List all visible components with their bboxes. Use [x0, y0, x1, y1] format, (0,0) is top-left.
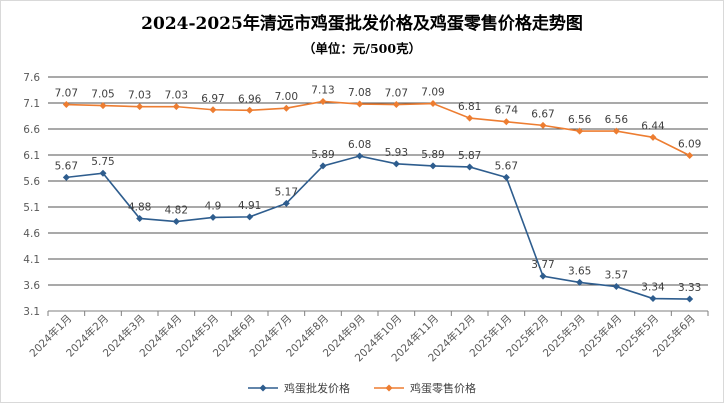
data-point [62, 101, 70, 109]
data-point [356, 152, 364, 160]
data-label: 6.44 [641, 120, 665, 132]
data-point [429, 162, 437, 170]
data-point [282, 199, 290, 207]
chart-subtitle: （单位：元/500克） [302, 41, 422, 56]
data-point [502, 173, 510, 181]
y-tick-label: 5.1 [23, 202, 40, 214]
data-label: 5.89 [311, 149, 334, 161]
data-label: 6.81 [458, 101, 481, 113]
data-label: 6.09 [678, 139, 701, 151]
data-point [612, 283, 620, 291]
data-point [686, 152, 694, 160]
legend-swatch-retail [374, 384, 404, 392]
data-label: 7.03 [128, 90, 151, 102]
data-label: 4.91 [238, 200, 261, 212]
data-point [686, 295, 694, 303]
data-point [649, 133, 657, 141]
data-point [576, 127, 584, 135]
data-point [99, 169, 107, 177]
data-label: 7.13 [311, 84, 334, 96]
chart-title: 2024-2025年清远市鸡蛋批发价格及鸡蛋零售价格走势图 [141, 14, 583, 34]
data-point [99, 102, 107, 110]
legend: 鸡蛋批发价格 鸡蛋零售价格 [0, 380, 724, 396]
data-point [136, 214, 144, 222]
data-point [539, 121, 547, 129]
y-tick-label: 6.1 [23, 150, 40, 162]
y-tick-label: 4.1 [23, 254, 40, 266]
data-point [612, 127, 620, 135]
data-label: 5.89 [421, 149, 444, 161]
data-label: 4.9 [205, 200, 222, 212]
data-point [576, 278, 584, 286]
data-point [392, 101, 400, 109]
y-tick-label: 6.6 [23, 124, 40, 136]
data-label: 5.87 [458, 150, 481, 162]
data-label: 5.67 [495, 160, 518, 172]
data-label: 6.97 [201, 93, 224, 105]
y-tick-label: 5.6 [23, 176, 40, 188]
data-label: 3.34 [641, 282, 665, 294]
data-label: 6.67 [531, 108, 554, 120]
data-point [136, 103, 144, 111]
legend-item-retail: 鸡蛋零售价格 [374, 380, 476, 396]
data-label: 5.67 [55, 160, 78, 172]
data-label: 3.77 [531, 259, 554, 271]
y-tick-label: 4.6 [23, 228, 40, 240]
data-label: 7.09 [421, 87, 444, 99]
data-point [209, 213, 217, 221]
series-line [66, 100, 691, 157]
data-point [319, 97, 327, 105]
legend-label-retail: 鸡蛋零售价格 [410, 382, 476, 395]
data-label: 7.07 [385, 88, 408, 100]
data-point [502, 118, 510, 126]
data-point [282, 104, 290, 112]
data-label: 7.08 [348, 87, 371, 99]
data-point [172, 103, 180, 111]
data-label: 7.03 [165, 90, 188, 102]
data-point [649, 295, 657, 303]
data-point [356, 100, 364, 108]
y-tick-label: 3.6 [23, 280, 40, 292]
data-label: 7.07 [55, 88, 78, 100]
data-label: 6.74 [495, 105, 519, 117]
data-label: 7.05 [91, 89, 114, 101]
data-label: 3.33 [678, 282, 701, 294]
legend-item-wholesale: 鸡蛋批发价格 [248, 380, 350, 396]
data-point [466, 114, 474, 122]
data-label: 6.08 [348, 139, 371, 151]
data-point [539, 272, 547, 280]
data-label: 4.82 [165, 205, 188, 217]
data-label: 7.00 [275, 91, 298, 103]
data-label: 4.88 [128, 201, 151, 213]
data-point [466, 163, 474, 171]
data-label: 5.75 [91, 156, 114, 168]
data-label: 6.96 [238, 93, 262, 105]
legend-label-wholesale: 鸡蛋批发价格 [284, 382, 350, 395]
data-label: 5.17 [275, 186, 298, 198]
y-tick-label: 7.1 [23, 98, 40, 110]
data-point [172, 218, 180, 226]
data-point [429, 100, 437, 108]
y-tick-label: 3.1 [23, 306, 40, 318]
data-point [209, 106, 217, 114]
data-label: 6.56 [568, 114, 592, 126]
data-label: 3.65 [568, 265, 591, 277]
series-line [66, 155, 690, 300]
data-point [246, 213, 254, 221]
data-label: 5.93 [385, 147, 408, 159]
data-point [319, 162, 327, 170]
data-label: 3.57 [605, 270, 628, 282]
data-point [246, 106, 254, 114]
data-point [392, 160, 400, 168]
data-point [62, 173, 70, 181]
y-tick-label: 7.6 [23, 72, 40, 84]
data-label: 6.56 [605, 114, 629, 126]
legend-swatch-wholesale [248, 384, 278, 392]
